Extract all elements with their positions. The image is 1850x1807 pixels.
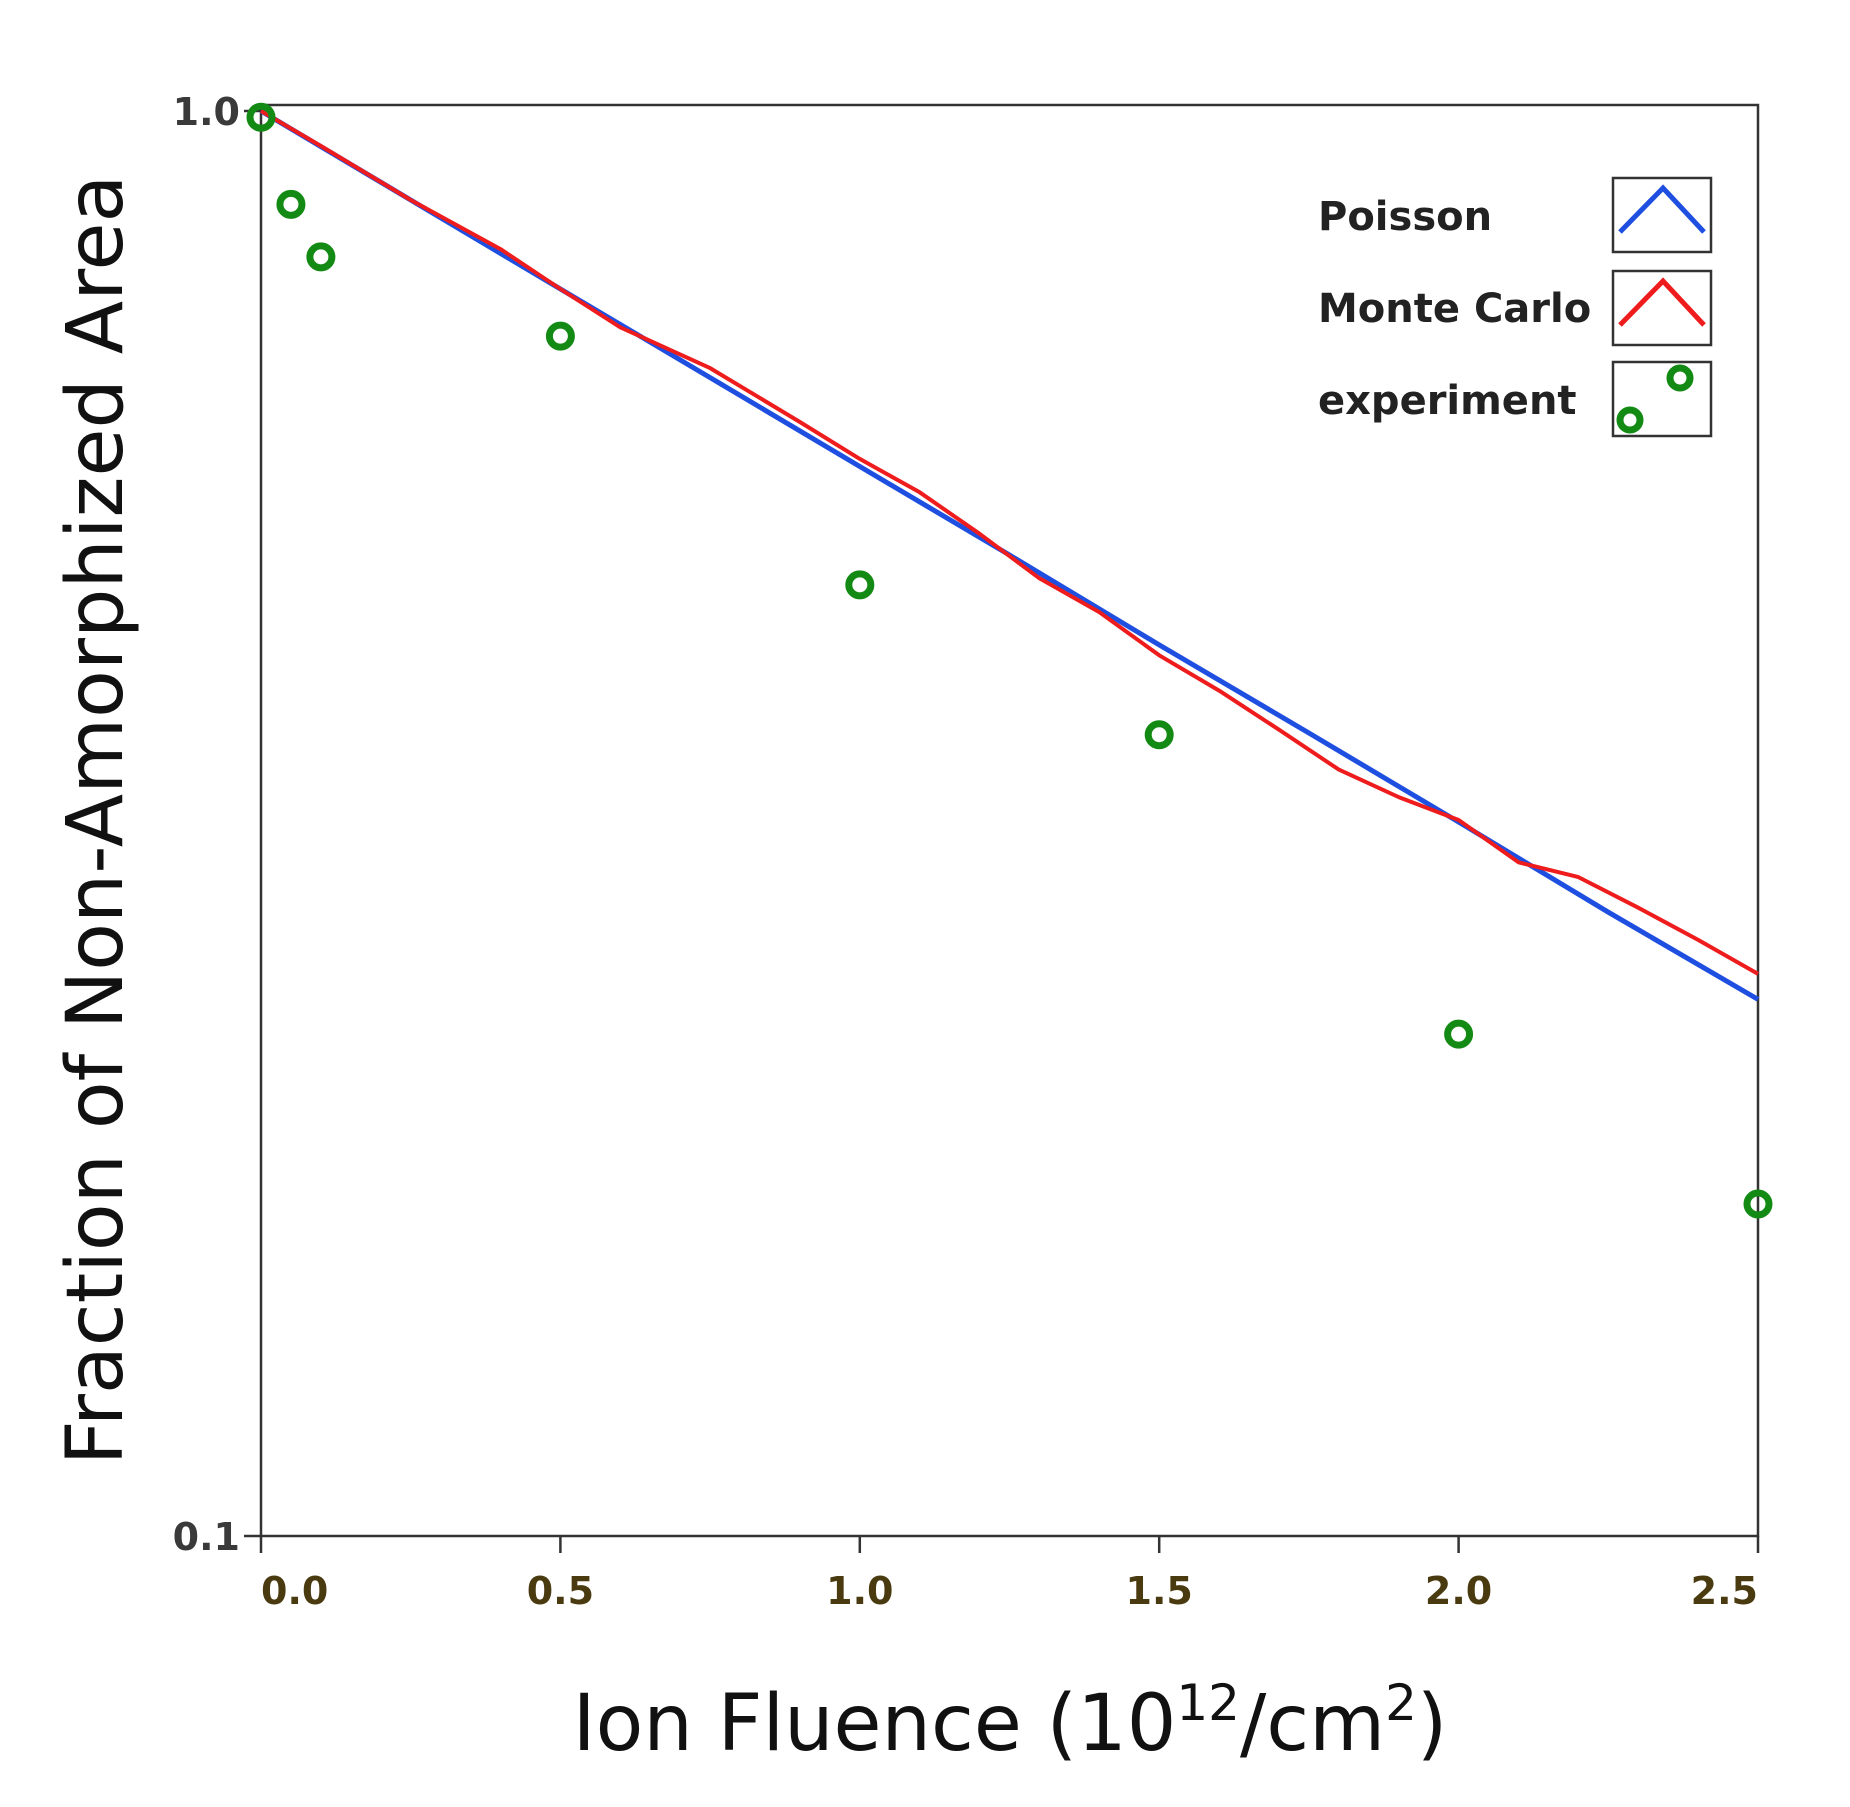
experiment-point-1 bbox=[276, 189, 306, 219]
x-axis-title-sup1: 12 bbox=[1176, 1674, 1240, 1732]
experiment-point-5 bbox=[1144, 720, 1174, 750]
experiment-point-2 bbox=[306, 242, 336, 272]
legend-swatch-line-poisson bbox=[1618, 184, 1706, 234]
x-axis-title: Ion Fluence (1012/cm2) bbox=[573, 1674, 1448, 1769]
legend-swatch-box-experiment bbox=[1611, 360, 1713, 438]
legend: Poisson Monte Carlo experiment bbox=[1318, 176, 1713, 438]
y-tick-label-1: 1.0 bbox=[173, 90, 240, 134]
experiment-point-7 bbox=[1743, 1189, 1773, 1219]
legend-label-poisson: Poisson bbox=[1318, 194, 1492, 240]
x-tick-label-1.0: 1.0 bbox=[826, 1569, 893, 1613]
legend-label-monte-carlo: Monte Carlo bbox=[1318, 286, 1591, 332]
series-points-experiment bbox=[246, 102, 1773, 1219]
x-axis-ticks: 0.0 0.5 1.0 1.5 2.0 2.5 bbox=[259, 1536, 1760, 1613]
experiment-point-3 bbox=[545, 321, 575, 351]
y-axis-title: Fraction of Non-Amorphized Area bbox=[51, 175, 141, 1466]
series-line-monte-carlo bbox=[259, 109, 1759, 976]
experiment-point-6 bbox=[1444, 1019, 1474, 1049]
x-tick-label-2.0: 2.0 bbox=[1425, 1569, 1492, 1613]
x-tick-label-0.5: 0.5 bbox=[527, 1569, 594, 1613]
legend-swatch-line-monte-carlo bbox=[1618, 277, 1706, 327]
x-tick-label-2.5: 2.5 bbox=[1691, 1569, 1758, 1613]
experiment-point-0 bbox=[246, 102, 276, 132]
legend-swatch-point-experiment-a bbox=[1666, 364, 1694, 392]
legend-swatch-point-experiment-b bbox=[1616, 406, 1644, 434]
experiment-point-4 bbox=[845, 570, 875, 600]
plot-frame bbox=[259, 103, 1760, 1538]
x-axis-title-sup2: 2 bbox=[1385, 1674, 1417, 1732]
x-axis-title-mid: /cm bbox=[1240, 1679, 1385, 1769]
x-tick-label-1.5: 1.5 bbox=[1126, 1569, 1193, 1613]
x-tick-label-0.0: 0.0 bbox=[261, 1569, 328, 1613]
x-axis-title-main: Ion Fluence (10 bbox=[573, 1679, 1177, 1769]
legend-label-experiment: experiment bbox=[1318, 378, 1577, 424]
y-tick-label-0.1: 0.1 bbox=[173, 1515, 240, 1559]
x-axis-title-end: ) bbox=[1417, 1679, 1447, 1769]
